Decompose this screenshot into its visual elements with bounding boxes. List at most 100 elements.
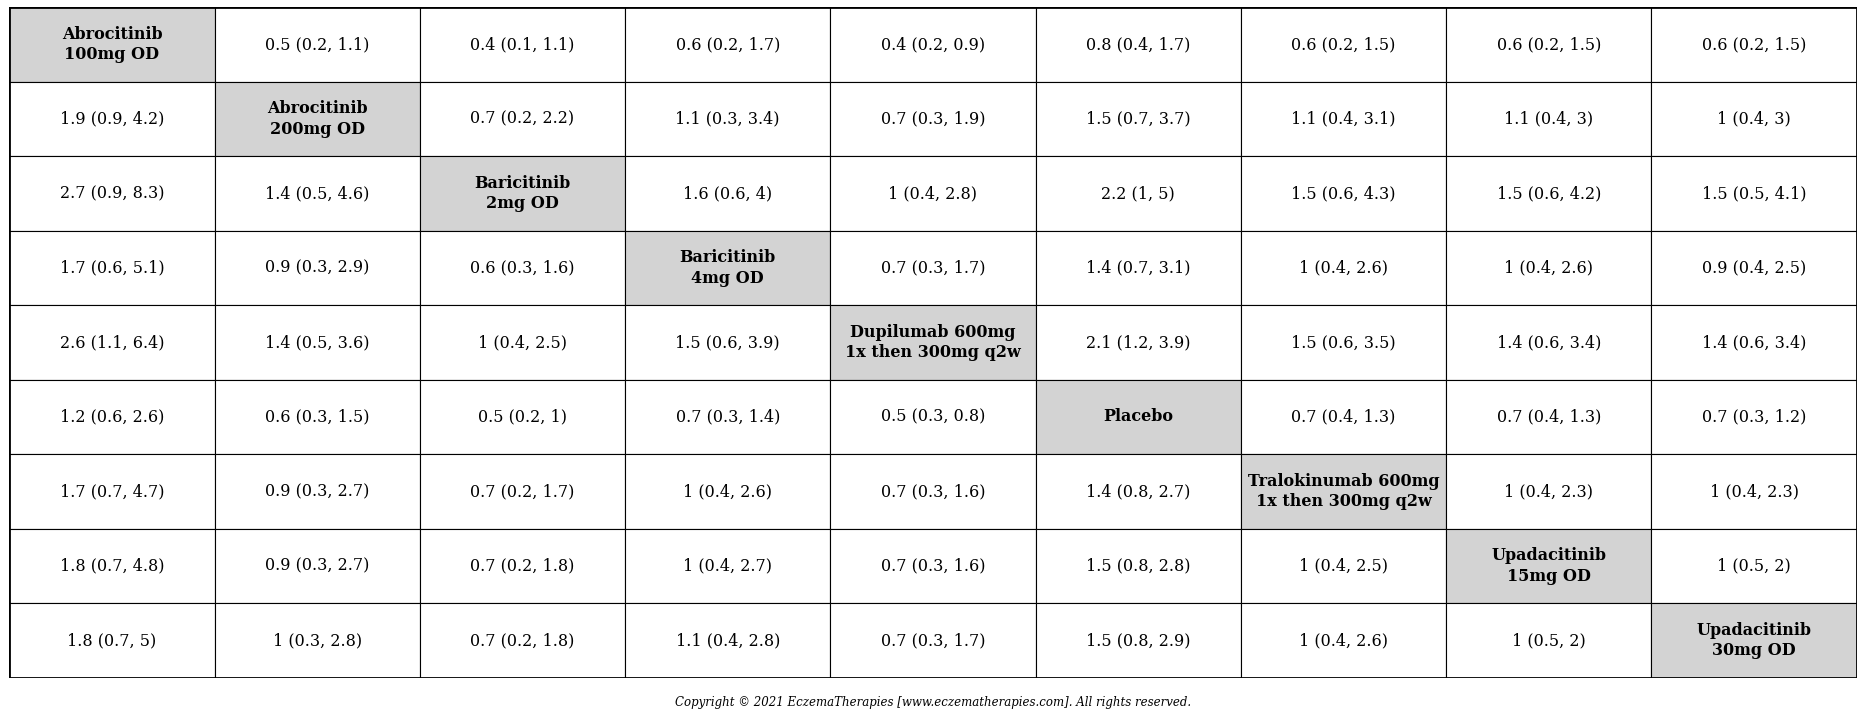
Text: 0.7 (0.3, 1.6): 0.7 (0.3, 1.6) <box>881 557 985 575</box>
Text: Abrocitinib
200mg OD: Abrocitinib 200mg OD <box>267 100 368 138</box>
Bar <box>1446 305 1651 380</box>
Text: 0.7 (0.3, 1.7): 0.7 (0.3, 1.7) <box>881 632 985 649</box>
Text: 1.1 (0.4, 3.1): 1.1 (0.4, 3.1) <box>1291 110 1396 128</box>
Text: 1.4 (0.5, 3.6): 1.4 (0.5, 3.6) <box>265 334 369 351</box>
Text: 0.7 (0.2, 1.8): 0.7 (0.2, 1.8) <box>470 632 575 649</box>
Bar <box>1651 528 1857 603</box>
Bar <box>1446 528 1651 603</box>
Text: 2.6 (1.1, 6.4): 2.6 (1.1, 6.4) <box>60 334 164 351</box>
Text: 1.5 (0.7, 3.7): 1.5 (0.7, 3.7) <box>1086 110 1191 128</box>
Text: 0.6 (0.3, 1.5): 0.6 (0.3, 1.5) <box>265 409 369 425</box>
Text: 1.5 (0.8, 2.8): 1.5 (0.8, 2.8) <box>1086 557 1191 575</box>
Bar <box>215 231 420 305</box>
Bar <box>420 231 625 305</box>
Bar <box>215 7 420 81</box>
Text: 0.5 (0.3, 0.8): 0.5 (0.3, 0.8) <box>881 409 985 425</box>
Text: Copyright © 2021 EczemaTherapies [www.eczematherapies.com]. All rights reserved.: Copyright © 2021 EczemaTherapies [www.ec… <box>675 696 1191 709</box>
Text: 0.6 (0.2, 1.5): 0.6 (0.2, 1.5) <box>1291 36 1396 53</box>
Text: 1.7 (0.7, 4.7): 1.7 (0.7, 4.7) <box>60 483 164 500</box>
Bar <box>830 454 1036 528</box>
Text: Placebo: Placebo <box>1103 409 1174 425</box>
Bar <box>1241 7 1446 81</box>
Bar <box>1036 81 1241 156</box>
Text: 1.5 (0.6, 3.9): 1.5 (0.6, 3.9) <box>675 334 780 351</box>
Bar <box>1241 380 1446 454</box>
Bar <box>1036 305 1241 380</box>
Bar <box>1446 454 1651 528</box>
Text: 1.1 (0.3, 3.4): 1.1 (0.3, 3.4) <box>675 110 780 128</box>
Bar <box>625 7 830 81</box>
Bar <box>9 454 215 528</box>
Text: 0.7 (0.4, 1.3): 0.7 (0.4, 1.3) <box>1497 409 1601 425</box>
Text: Abrocitinib
100mg OD: Abrocitinib 100mg OD <box>62 26 162 63</box>
Text: 1 (0.5, 2): 1 (0.5, 2) <box>1717 557 1791 575</box>
Text: 1 (0.4, 2.6): 1 (0.4, 2.6) <box>1504 260 1594 276</box>
Text: 1.4 (0.6, 3.4): 1.4 (0.6, 3.4) <box>1497 334 1601 351</box>
Text: 1.5 (0.5, 4.1): 1.5 (0.5, 4.1) <box>1702 185 1806 202</box>
Bar <box>1651 603 1857 678</box>
Bar <box>1036 7 1241 81</box>
Bar <box>625 603 830 678</box>
Bar <box>1036 528 1241 603</box>
Bar <box>1241 156 1446 231</box>
Text: 0.7 (0.2, 2.2): 0.7 (0.2, 2.2) <box>470 110 575 128</box>
Bar <box>625 305 830 380</box>
Text: 0.7 (0.3, 1.6): 0.7 (0.3, 1.6) <box>881 483 985 500</box>
Text: 0.7 (0.3, 1.7): 0.7 (0.3, 1.7) <box>881 260 985 276</box>
Bar <box>215 454 420 528</box>
Text: 1 (0.5, 2): 1 (0.5, 2) <box>1511 632 1586 649</box>
Bar <box>830 156 1036 231</box>
Bar <box>625 156 830 231</box>
Bar <box>9 528 215 603</box>
Bar <box>1036 231 1241 305</box>
Text: 1 (0.4, 2.8): 1 (0.4, 2.8) <box>888 185 978 202</box>
Bar <box>830 305 1036 380</box>
Bar <box>830 380 1036 454</box>
Bar <box>9 380 215 454</box>
Bar <box>9 7 215 81</box>
Text: 0.7 (0.3, 1.9): 0.7 (0.3, 1.9) <box>881 110 985 128</box>
Bar <box>215 603 420 678</box>
Bar <box>830 7 1036 81</box>
Text: 0.7 (0.2, 1.7): 0.7 (0.2, 1.7) <box>470 483 575 500</box>
Bar <box>215 528 420 603</box>
Text: 1 (0.4, 2.3): 1 (0.4, 2.3) <box>1504 483 1594 500</box>
Bar <box>420 81 625 156</box>
Text: 1.5 (0.6, 4.2): 1.5 (0.6, 4.2) <box>1497 185 1601 202</box>
Text: Dupilumab 600mg
1x then 300mg q2w: Dupilumab 600mg 1x then 300mg q2w <box>845 324 1021 361</box>
Text: 0.5 (0.2, 1.1): 0.5 (0.2, 1.1) <box>265 36 369 53</box>
Text: 2.7 (0.9, 8.3): 2.7 (0.9, 8.3) <box>60 185 164 202</box>
Bar <box>1036 380 1241 454</box>
Bar <box>1446 7 1651 81</box>
Text: 1 (0.4, 2.6): 1 (0.4, 2.6) <box>683 483 773 500</box>
Bar <box>625 231 830 305</box>
Bar <box>420 454 625 528</box>
Text: 0.9 (0.3, 2.7): 0.9 (0.3, 2.7) <box>265 557 369 575</box>
Bar <box>1446 603 1651 678</box>
Text: Tralokinumab 600mg
1x then 300mg q2w: Tralokinumab 600mg 1x then 300mg q2w <box>1248 473 1439 510</box>
Bar <box>215 380 420 454</box>
Bar <box>1651 454 1857 528</box>
Bar <box>1651 380 1857 454</box>
Text: Upadacitinib
30mg OD: Upadacitinib 30mg OD <box>1696 622 1812 659</box>
Text: 1.6 (0.6, 4): 1.6 (0.6, 4) <box>683 185 773 202</box>
Bar <box>1651 305 1857 380</box>
Text: 1.9 (0.9, 4.2): 1.9 (0.9, 4.2) <box>60 110 164 128</box>
Bar <box>830 81 1036 156</box>
Bar <box>830 528 1036 603</box>
Text: 1 (0.4, 2.5): 1 (0.4, 2.5) <box>478 334 567 351</box>
Text: 0.4 (0.1, 1.1): 0.4 (0.1, 1.1) <box>470 36 575 53</box>
Bar <box>1446 380 1651 454</box>
Text: 0.5 (0.2, 1): 0.5 (0.2, 1) <box>478 409 567 425</box>
Text: 1.2 (0.6, 2.6): 1.2 (0.6, 2.6) <box>60 409 164 425</box>
Text: 0.9 (0.3, 2.7): 0.9 (0.3, 2.7) <box>265 483 369 500</box>
Bar <box>9 156 215 231</box>
Text: 1.5 (0.6, 4.3): 1.5 (0.6, 4.3) <box>1291 185 1396 202</box>
Text: Baricitinib
2mg OD: Baricitinib 2mg OD <box>474 175 571 212</box>
Text: 0.9 (0.3, 2.9): 0.9 (0.3, 2.9) <box>265 260 369 276</box>
Text: 0.7 (0.2, 1.8): 0.7 (0.2, 1.8) <box>470 557 575 575</box>
Bar <box>215 305 420 380</box>
Text: 0.4 (0.2, 0.9): 0.4 (0.2, 0.9) <box>881 36 985 53</box>
Text: 0.6 (0.2, 1.5): 0.6 (0.2, 1.5) <box>1702 36 1806 53</box>
Bar <box>1446 156 1651 231</box>
